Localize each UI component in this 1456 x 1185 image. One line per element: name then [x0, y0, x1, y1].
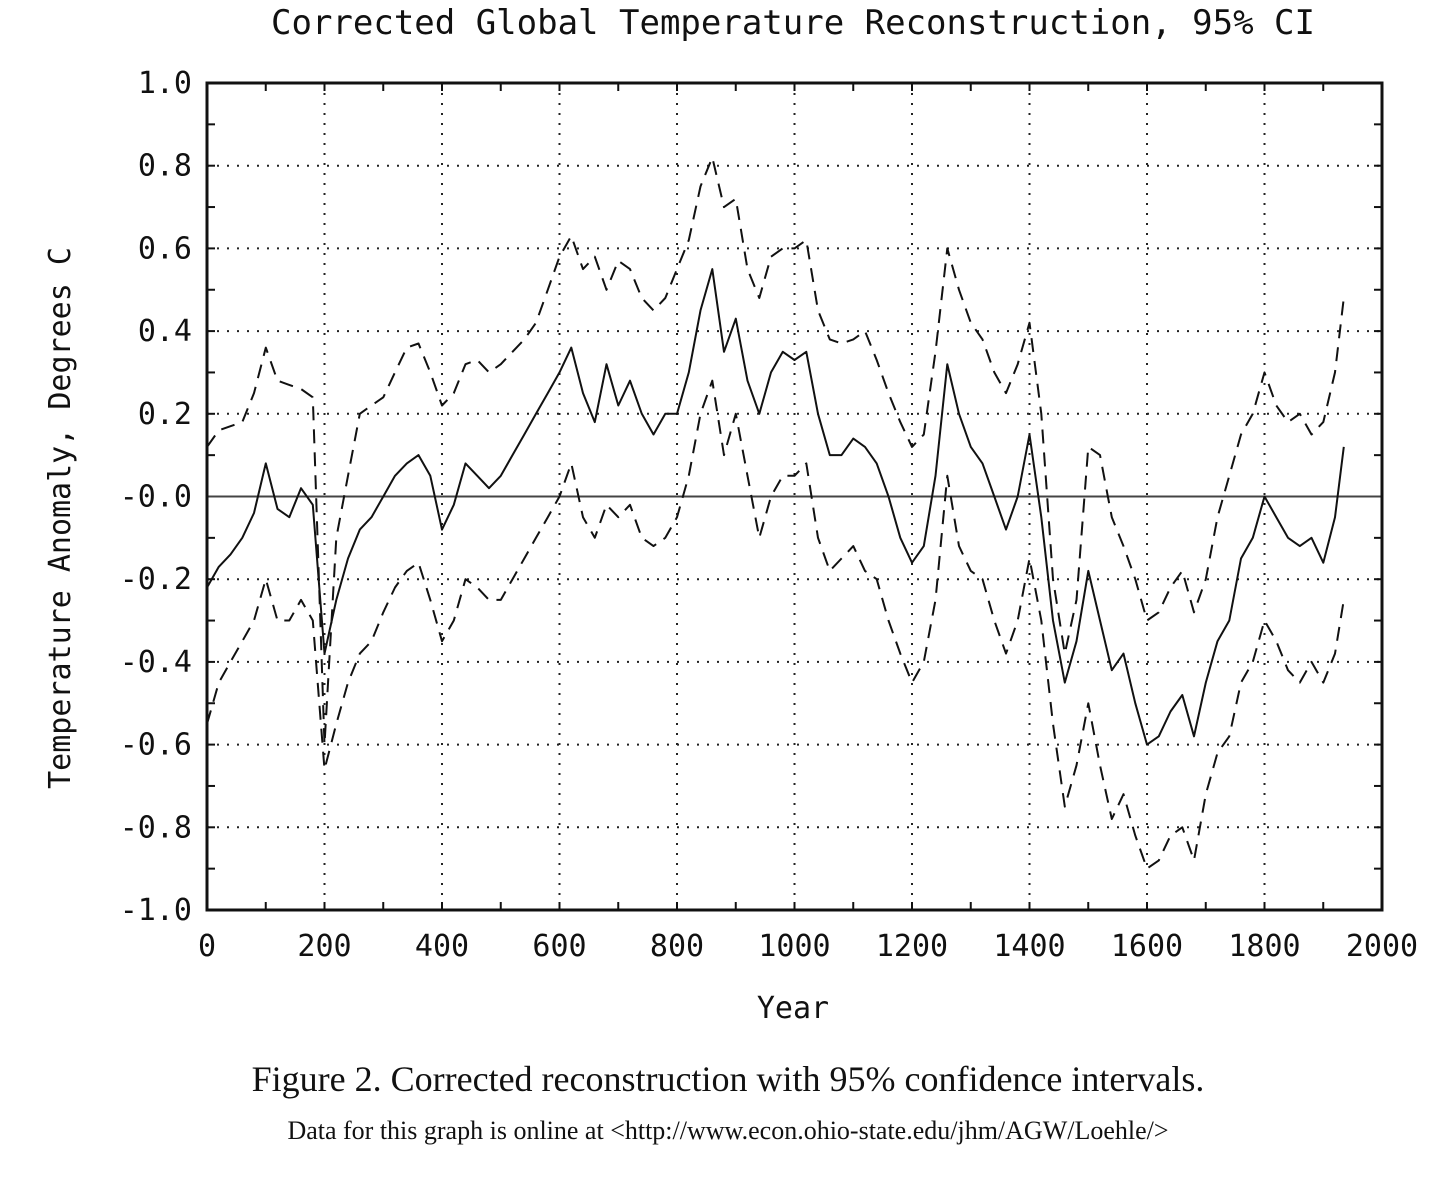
y-tick-label: 0.2 — [138, 397, 192, 432]
data-source-note: Data for this graph is online at <http:/… — [287, 1116, 1169, 1145]
plot-frame — [205, 81, 1384, 912]
x-tick-label: 800 — [650, 929, 704, 964]
reconstruction-line — [206, 268, 1345, 746]
y-tick-label: 0.8 — [138, 149, 192, 184]
x-tick-label: 2000 — [1346, 929, 1418, 964]
chart-title: Corrected Global Temperature Reconstruct… — [271, 3, 1315, 43]
y-tick-label: -0.6 — [120, 728, 192, 763]
x-tick-label: 1800 — [1228, 929, 1300, 964]
x-tick-label: 400 — [415, 929, 469, 964]
x-tick-label: 200 — [297, 929, 351, 964]
x-tick-label: 1600 — [1111, 929, 1183, 964]
y-tick-label: 0.6 — [138, 231, 192, 266]
y-tick-label: -1.0 — [120, 893, 192, 928]
y-axis-label: Temperature Anomaly, Degrees C — [43, 247, 78, 789]
upper-ci-line — [206, 156, 1345, 746]
y-tick-label: -0.2 — [120, 562, 192, 597]
y-tick-label: -0.8 — [120, 810, 192, 845]
x-axis-label: Year — [757, 991, 829, 1026]
x-tick-label: 0 — [198, 929, 216, 964]
series-layer — [206, 156, 1345, 870]
x-tick-labels: 0 200 400 600 800 1000 1200 1400 1600 1800 2000 — [198, 929, 1418, 964]
y-tick-label: 0.4 — [138, 314, 192, 349]
figure-caption: Figure 2. Corrected reconstruction with … — [251, 1059, 1205, 1099]
x-tick-label: 1000 — [758, 929, 830, 964]
x-tick-label: 1400 — [993, 929, 1065, 964]
y-tick-label: -0.4 — [120, 645, 192, 680]
x-tick-label: 1200 — [876, 929, 948, 964]
x-tick-label: 600 — [532, 929, 586, 964]
y-tick-label: -0.0 — [120, 480, 192, 515]
lower-ci-line — [206, 379, 1345, 870]
y-tick-labels: 1.0 0.8 0.6 0.4 0.2 -0.0 -0.2 -0.4 -0.6 -0.8 -1.0 — [120, 66, 192, 928]
y-tick-label: 1.0 — [138, 66, 192, 101]
